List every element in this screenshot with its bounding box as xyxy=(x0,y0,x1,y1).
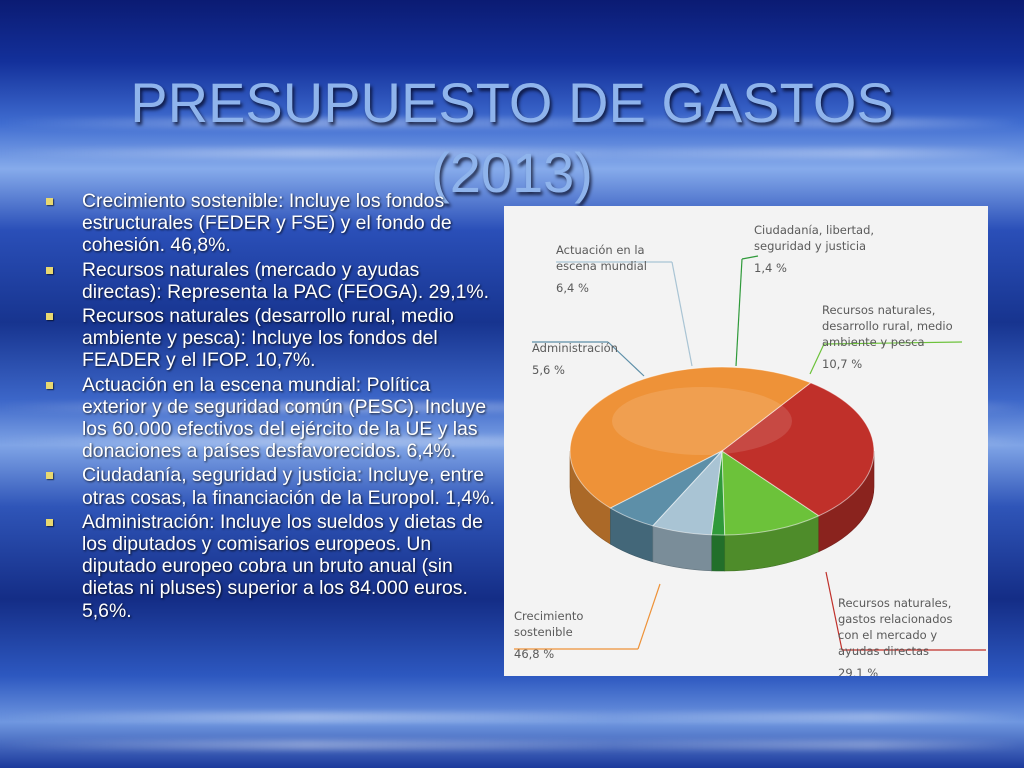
leader-line xyxy=(823,341,963,345)
slice-percent: 1,4 % xyxy=(754,261,787,275)
slice-label: con el mercado y xyxy=(838,628,937,642)
bullet-text: Ciudadanía, seguridad y justicia: Incluy… xyxy=(82,464,495,509)
slice-label: seguridad y justicia xyxy=(754,239,866,253)
bullet-text: Recursos naturales (desarrollo rural, me… xyxy=(82,305,454,372)
leader-line xyxy=(735,258,743,367)
slice-percent: 29,1 % xyxy=(838,666,878,676)
pie-chart-panel: Ciudadanía, libertad, seguridad y justici… xyxy=(504,206,988,676)
bullet-item: Crecimiento sostenible: Incluye los fond… xyxy=(44,190,496,257)
slice-label: sostenible xyxy=(514,625,573,639)
leader-line xyxy=(741,255,759,260)
leader-line xyxy=(671,261,693,367)
bullet-item: Recursos naturales (mercado y ayudas dir… xyxy=(44,259,496,303)
slice-label: ayudas directas xyxy=(838,644,929,658)
slice-label: Recursos naturales, xyxy=(822,303,935,317)
bullet-item: Recursos naturales (desarrollo rural, me… xyxy=(44,305,496,372)
bullet-text: Administración: Incluye los sueldos y di… xyxy=(82,510,483,622)
square-bullet-icon xyxy=(46,266,53,274)
pie-side-walls xyxy=(569,450,875,572)
slice-percent: 10,7 % xyxy=(822,357,862,371)
pie-gloss xyxy=(612,387,792,455)
pie-slices xyxy=(569,366,875,536)
bullet-text: Crecimiento sostenible: Incluye los fond… xyxy=(82,190,452,257)
leader-line xyxy=(809,343,825,375)
pie-chart: Ciudadanía, libertad, seguridad y justici… xyxy=(514,223,986,676)
slice-label: Administración xyxy=(532,341,618,355)
square-bullet-icon xyxy=(46,518,53,526)
slice-percent: 6,4 % xyxy=(556,281,589,295)
slide-title-line-1: PRESUPUESTO DE GASTOS xyxy=(130,70,894,134)
leader-line xyxy=(637,583,661,650)
bullet-item: Administración: Incluye los sueldos y di… xyxy=(44,511,496,622)
slide-title: PRESUPUESTO DE GASTOS (2013) xyxy=(0,68,1024,208)
slice-label: Crecimiento xyxy=(514,609,583,623)
slice-percent: 5,6 % xyxy=(532,363,565,377)
leader-line xyxy=(607,341,645,377)
slice-label: escena mundial xyxy=(556,259,647,273)
bullet-list: Crecimiento sostenible: Incluye los fond… xyxy=(44,190,496,624)
slice-percent: 46,8 % xyxy=(514,647,554,661)
slide-title-line-2: (2013) xyxy=(431,140,593,204)
slice-label: desarrollo rural, medio xyxy=(822,319,953,333)
pie-side xyxy=(711,534,726,572)
slice-label: Actuación en la xyxy=(556,243,645,257)
bullet-text: Recursos naturales (mercado y ayudas dir… xyxy=(82,258,489,303)
slice-label: Recursos naturales, xyxy=(838,596,951,610)
slice-label: ambiente y pesca xyxy=(822,335,925,349)
leader-line xyxy=(825,571,843,651)
square-bullet-icon xyxy=(46,198,53,205)
square-bullet-icon xyxy=(46,313,53,321)
square-bullet-icon xyxy=(46,472,53,480)
bullet-item: Ciudadanía, seguridad y justicia: Incluy… xyxy=(44,464,496,509)
pie-labels: Ciudadanía, libertad, seguridad y justici… xyxy=(514,223,986,676)
bullet-text: Actuación en la escena mundial: Política… xyxy=(82,373,487,463)
slice-label: gastos relacionados xyxy=(838,612,953,626)
pie-slice xyxy=(569,366,812,509)
slice-label: Ciudadanía, libertad, xyxy=(754,223,874,237)
square-bullet-icon xyxy=(46,381,53,389)
pie-slice xyxy=(721,450,820,536)
bullet-item: Actuación en la escena mundial: Política… xyxy=(44,374,496,463)
pie-slice xyxy=(651,449,723,536)
pie-slice xyxy=(721,382,875,517)
